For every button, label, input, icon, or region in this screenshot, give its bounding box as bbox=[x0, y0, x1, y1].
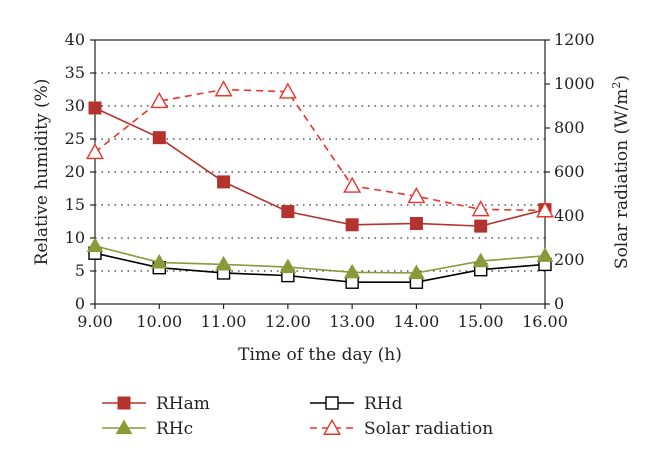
y-right-tick-label: 800 bbox=[554, 118, 585, 137]
data-point bbox=[536, 201, 554, 218]
legend: RHam RHd RHc Solar radiation bbox=[102, 394, 493, 439]
data-point bbox=[278, 82, 297, 99]
y-left-tick-label: 0 bbox=[75, 294, 85, 313]
x-tick-label: 14.00 bbox=[394, 312, 440, 331]
data-point bbox=[474, 219, 488, 233]
y-left-tick-label: 35 bbox=[65, 63, 85, 82]
legend-label: RHam bbox=[156, 394, 210, 414]
legend-item: RHam bbox=[102, 394, 210, 414]
data-point bbox=[86, 237, 104, 253]
axis-ticks: 05101520253035400200400600800100012009.0… bbox=[65, 30, 595, 331]
series-line bbox=[94, 245, 546, 274]
data-point bbox=[152, 131, 166, 145]
x-tick-label: 9.00 bbox=[77, 312, 113, 331]
x-tick-label: 12.00 bbox=[265, 312, 311, 331]
series-line bbox=[94, 88, 546, 212]
data-point bbox=[214, 80, 233, 97]
x-tick-label: 13.00 bbox=[329, 312, 375, 331]
data-point bbox=[150, 91, 169, 109]
y-right-tick-label: 400 bbox=[554, 206, 585, 225]
data-point bbox=[408, 264, 425, 280]
x-axis-title: Time of the day (h) bbox=[238, 345, 402, 365]
x-tick-label: 15.00 bbox=[458, 312, 504, 331]
y-axis-left-title: Relative humidity (%) bbox=[32, 79, 52, 266]
legend-label: RHd bbox=[364, 394, 403, 414]
y-left-tick-label: 25 bbox=[65, 129, 85, 148]
legend-item: RHd bbox=[310, 394, 403, 414]
y-axis-right-title: Solar radiation (W/m2) bbox=[610, 75, 632, 269]
data-point bbox=[150, 253, 168, 269]
legend-label: Solar radiation bbox=[364, 419, 493, 439]
legend-marker bbox=[323, 418, 341, 435]
series-rham bbox=[88, 101, 552, 233]
legend-marker bbox=[115, 419, 133, 435]
y-left-tick-label: 10 bbox=[65, 228, 85, 247]
data-point bbox=[88, 101, 102, 115]
data-point bbox=[536, 247, 554, 262]
legend-marker bbox=[117, 396, 131, 410]
x-tick-label: 10.00 bbox=[136, 312, 182, 331]
data-point bbox=[345, 218, 359, 232]
data-point bbox=[215, 255, 232, 271]
data-point bbox=[472, 252, 490, 268]
data-point bbox=[281, 205, 295, 219]
legend-marker bbox=[325, 396, 339, 410]
series-rhc bbox=[86, 237, 554, 280]
series-line bbox=[94, 252, 546, 284]
series-line bbox=[94, 107, 546, 227]
y-axis-right-title-superscript: 2 bbox=[610, 82, 623, 89]
x-tick-label: 11.00 bbox=[201, 312, 247, 331]
y-left-tick-label: 5 bbox=[75, 261, 85, 280]
x-tick-label: 16.00 bbox=[522, 312, 568, 331]
y-left-tick-label: 30 bbox=[65, 96, 85, 115]
data-point bbox=[279, 258, 297, 274]
y-right-tick-label: 1000 bbox=[554, 74, 595, 93]
y-left-tick-label: 20 bbox=[65, 162, 85, 181]
data-point bbox=[343, 263, 361, 279]
series-layer bbox=[86, 80, 554, 289]
series-solar-radiation bbox=[86, 80, 554, 218]
legend-item: RHc bbox=[102, 419, 193, 439]
y-axis-right-title-main: Solar radiation (W/m bbox=[612, 89, 632, 270]
y-right-tick-label: 600 bbox=[554, 162, 585, 181]
y-right-tick-label: 1200 bbox=[554, 30, 595, 49]
y-left-tick-label: 40 bbox=[65, 30, 85, 49]
data-point bbox=[343, 176, 362, 193]
y-left-tick-label: 15 bbox=[65, 195, 85, 214]
y-right-tick-label: 200 bbox=[554, 250, 585, 269]
data-point bbox=[471, 200, 490, 217]
data-point bbox=[407, 186, 426, 204]
data-point bbox=[86, 142, 104, 160]
data-point bbox=[217, 175, 231, 189]
data-point bbox=[409, 216, 423, 230]
y-right-tick-label: 0 bbox=[554, 294, 564, 313]
legend-label: RHc bbox=[156, 419, 193, 439]
legend-item: Solar radiation bbox=[310, 418, 493, 439]
y-axis-right-title-close: ) bbox=[612, 75, 632, 82]
